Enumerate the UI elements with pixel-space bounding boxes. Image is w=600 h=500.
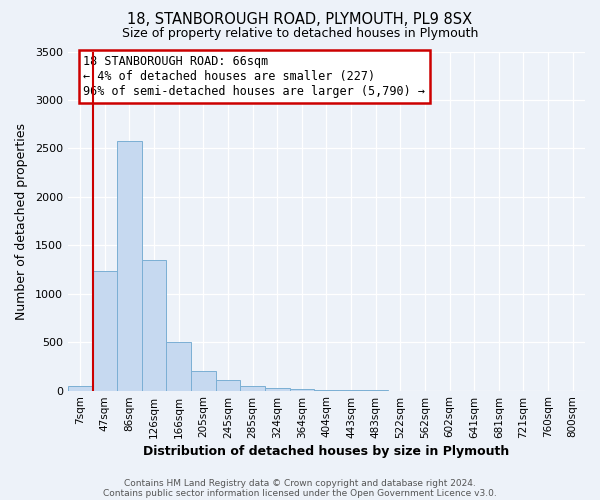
Bar [117,140,142,390]
Bar [166,342,191,390]
Text: 18, STANBOROUGH ROAD, PLYMOUTH, PL9 8SX: 18, STANBOROUGH ROAD, PLYMOUTH, PL9 8SX [127,12,473,28]
Bar [92,272,117,390]
Bar [265,388,290,390]
Bar [290,389,314,390]
Bar [191,371,215,390]
Text: 18 STANBOROUGH ROAD: 66sqm
← 4% of detached houses are smaller (227)
96% of semi: 18 STANBOROUGH ROAD: 66sqm ← 4% of detac… [83,55,425,98]
Bar [142,260,166,390]
Bar [215,380,240,390]
X-axis label: Distribution of detached houses by size in Plymouth: Distribution of detached houses by size … [143,444,509,458]
Y-axis label: Number of detached properties: Number of detached properties [15,122,28,320]
Text: Size of property relative to detached houses in Plymouth: Size of property relative to detached ho… [122,28,478,40]
Bar [68,386,92,390]
Text: Contains HM Land Registry data © Crown copyright and database right 2024.: Contains HM Land Registry data © Crown c… [124,478,476,488]
Bar [240,386,265,390]
Text: Contains public sector information licensed under the Open Government Licence v3: Contains public sector information licen… [103,488,497,498]
